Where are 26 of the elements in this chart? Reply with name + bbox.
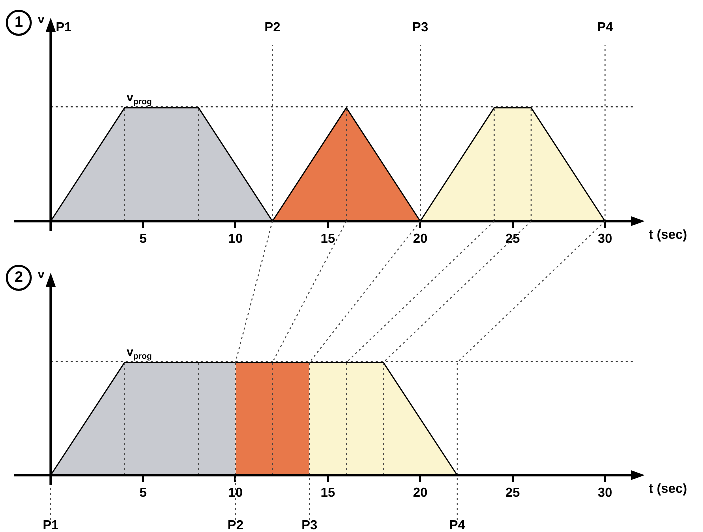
x-tick-label: 20	[413, 484, 428, 500]
ref-line-label: P2	[228, 518, 244, 532]
ref-line-label: P4	[597, 20, 614, 35]
text: 2	[6, 265, 32, 291]
x-tick-label: 20	[413, 230, 428, 246]
y-axis-title: v	[38, 267, 45, 282]
ref-line-label: P1	[43, 518, 59, 532]
x-axis-title: t (sec)	[649, 226, 688, 242]
x-tick-label: 25	[506, 230, 520, 246]
x-tick-label: 15	[320, 484, 336, 500]
ref-line-label: P3	[412, 20, 428, 35]
ref-line-label: P2	[264, 20, 281, 35]
x-tick-label: 30	[598, 484, 613, 500]
ref-line-label: P4	[450, 518, 466, 532]
text: P1	[56, 20, 72, 35]
x-tick-label: 25	[506, 484, 520, 500]
x-tick-label: 10	[228, 230, 243, 246]
x-tick-label: 5	[140, 484, 147, 500]
text: 1	[6, 10, 32, 36]
x-axis-title: t (sec)	[649, 480, 688, 496]
x-tick-label: 30	[598, 230, 613, 246]
x-tick-label: 10	[228, 484, 243, 500]
x-tick-label: 15	[320, 230, 336, 246]
ref-line-label: P3	[302, 518, 318, 532]
y-axis-title: v	[38, 12, 45, 26]
x-tick-label: 5	[140, 230, 147, 246]
